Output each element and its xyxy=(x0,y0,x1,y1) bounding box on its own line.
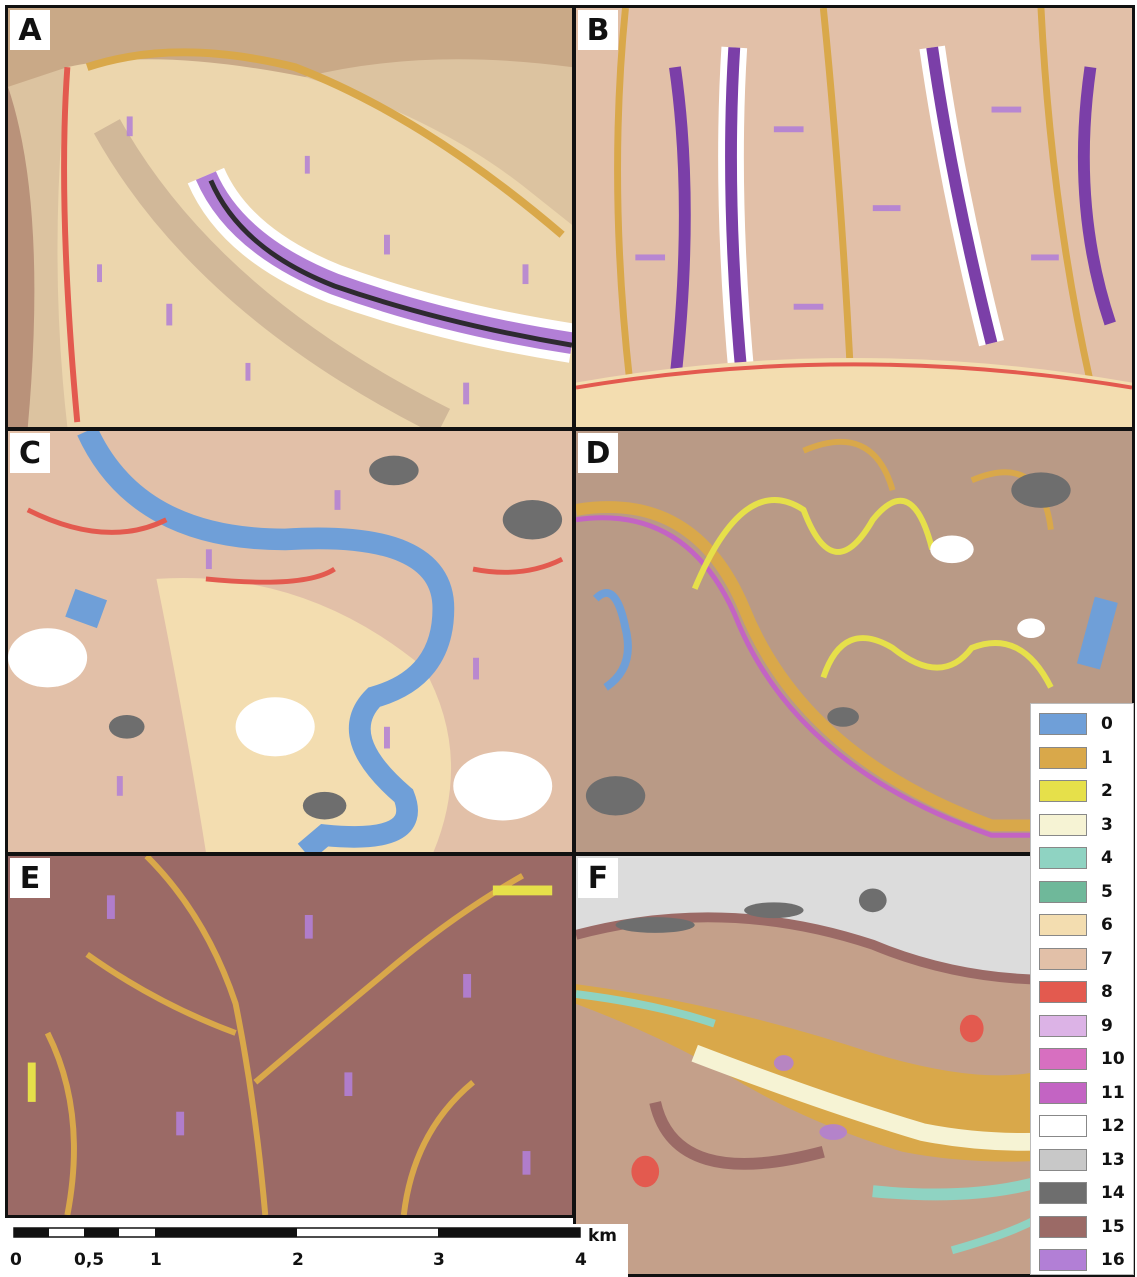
legend-item: 1 xyxy=(1039,744,1131,772)
legend-swatch xyxy=(1039,780,1087,802)
legend-item: 7 xyxy=(1039,945,1131,973)
legend-item: 14 xyxy=(1039,1179,1131,1207)
legend-swatch xyxy=(1039,847,1087,869)
legend-swatch xyxy=(1039,947,1087,970)
legend-swatch xyxy=(1039,1182,1087,1204)
scale-tick-label: 0,5 xyxy=(74,1250,105,1270)
legend-item: 8 xyxy=(1039,978,1131,1006)
legend-item: 0 xyxy=(1039,710,1131,738)
legend-label: 7 xyxy=(1101,948,1113,969)
scale-tick-label: 0 xyxy=(10,1250,22,1270)
legend-label: 2 xyxy=(1101,781,1113,801)
scale-tick-label: 2 xyxy=(292,1250,304,1270)
legend-label: 12 xyxy=(1101,1116,1125,1136)
scale-tick-label: 4 xyxy=(575,1250,587,1270)
scale-tick-label: 1 xyxy=(150,1250,162,1270)
legend-label: 10 xyxy=(1101,1049,1125,1069)
map-c-image xyxy=(8,431,572,852)
legend-label: 16 xyxy=(1101,1250,1125,1270)
legend-swatch xyxy=(1039,880,1087,903)
legend-label: 3 xyxy=(1101,814,1113,835)
legend-swatch xyxy=(1039,813,1087,836)
legend-item: 2 xyxy=(1039,777,1131,805)
legend: 0 1 2 3 4 5 6 7 8 9 10 11 12 13 14 15 16 xyxy=(1030,703,1134,1275)
legend-item: 13 xyxy=(1039,1146,1131,1174)
legend-label: 14 xyxy=(1101,1183,1125,1203)
legend-label: 5 xyxy=(1101,881,1113,902)
map-panel-a: A xyxy=(5,5,575,430)
legend-swatch xyxy=(1039,1048,1087,1070)
legend-item: 6 xyxy=(1039,911,1131,939)
map-a-image xyxy=(8,8,572,427)
legend-swatch xyxy=(1039,1148,1087,1171)
legend-label: 0 xyxy=(1101,714,1113,734)
legend-swatch xyxy=(1039,713,1087,735)
legend-item: 12 xyxy=(1039,1112,1131,1140)
legend-item: 9 xyxy=(1039,1012,1131,1040)
legend-label: 13 xyxy=(1101,1149,1125,1170)
legend-label: 11 xyxy=(1101,1082,1125,1103)
scale-bar-graphic xyxy=(13,1227,581,1238)
legend-swatch xyxy=(1039,1115,1087,1137)
legend-item: 15 xyxy=(1039,1213,1131,1241)
scale-unit-label: km xyxy=(588,1226,618,1246)
legend-label: 4 xyxy=(1101,848,1113,868)
legend-label: 6 xyxy=(1101,915,1113,935)
legend-item: 4 xyxy=(1039,844,1131,872)
legend-swatch xyxy=(1039,914,1087,936)
legend-label: 8 xyxy=(1101,982,1113,1002)
scale-tick-label: 3 xyxy=(433,1250,445,1270)
panel-label: B xyxy=(578,10,618,50)
panel-label: C xyxy=(10,433,50,473)
map-panel-c: C xyxy=(5,428,575,855)
legend-item: 5 xyxy=(1039,878,1131,906)
legend-label: 9 xyxy=(1101,1015,1113,1036)
legend-item: 10 xyxy=(1039,1045,1131,1073)
map-b-image xyxy=(576,8,1132,427)
scale-bar: 0 0,5 1 2 3 4 km xyxy=(8,1224,628,1277)
legend-label: 15 xyxy=(1101,1216,1125,1237)
map-e-image xyxy=(8,856,572,1215)
panel-label: A xyxy=(10,10,50,50)
legend-label: 1 xyxy=(1101,747,1113,768)
legend-swatch xyxy=(1039,746,1087,769)
legend-item: 11 xyxy=(1039,1079,1131,1107)
legend-swatch xyxy=(1039,1215,1087,1238)
legend-swatch xyxy=(1039,1249,1087,1271)
map-panel-e: E xyxy=(5,853,575,1218)
panel-label: E xyxy=(10,858,50,898)
legend-swatch xyxy=(1039,981,1087,1003)
legend-swatch xyxy=(1039,1081,1087,1104)
panel-label: F xyxy=(578,858,618,898)
legend-item: 3 xyxy=(1039,811,1131,839)
map-panel-b: B xyxy=(573,5,1135,430)
legend-item: 16 xyxy=(1039,1246,1131,1274)
legend-swatch xyxy=(1039,1014,1087,1037)
panel-label: D xyxy=(578,433,618,473)
